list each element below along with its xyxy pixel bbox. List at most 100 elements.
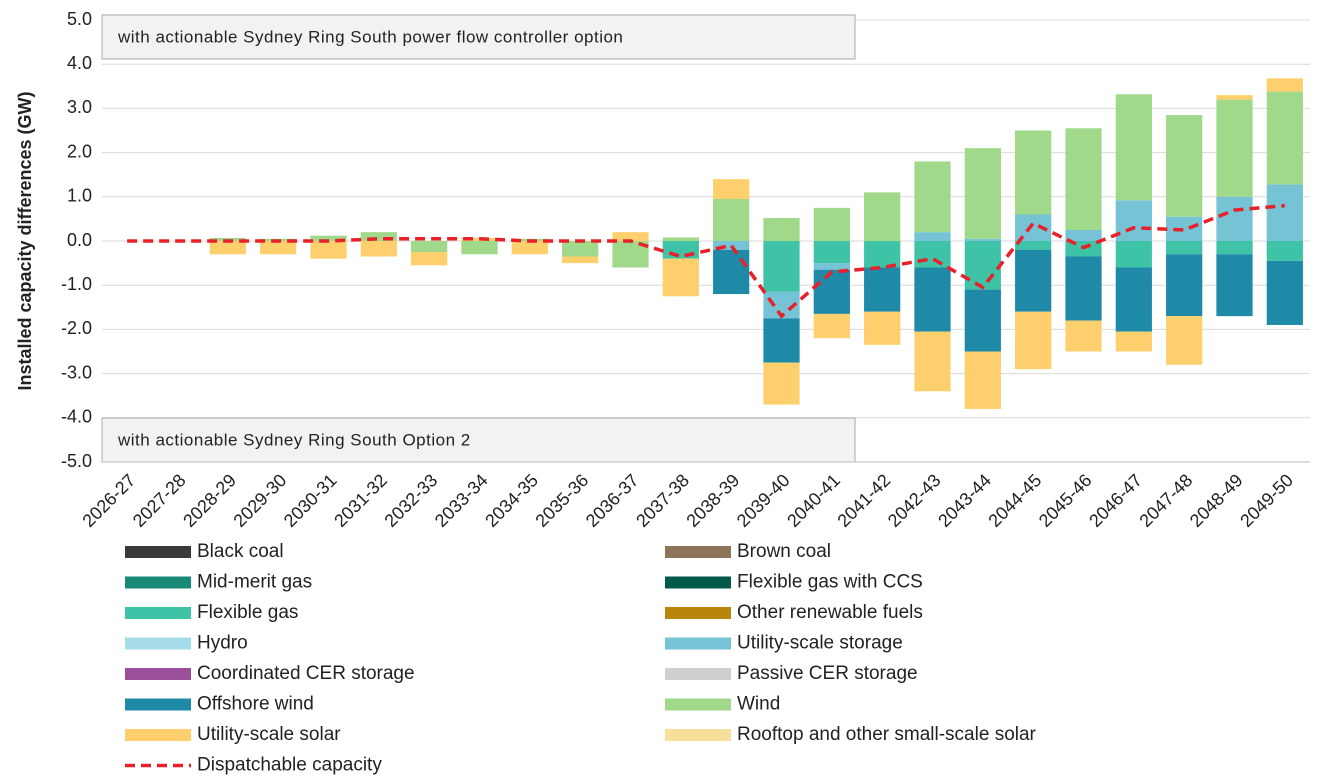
bar-segment — [864, 241, 901, 268]
bar-segment — [662, 258, 699, 297]
x-tick-label: 2034-35 — [481, 470, 542, 531]
bar-segment — [813, 241, 850, 264]
y-tick-label: 1.0 — [67, 186, 92, 206]
y-tick-label: 2.0 — [67, 141, 92, 161]
bar-segment — [713, 179, 750, 200]
legend-label: Utility-scale solar — [197, 724, 341, 745]
bar-segment — [461, 241, 498, 255]
x-tick-label: 2035-36 — [531, 470, 592, 531]
y-tick-label: 4.0 — [67, 53, 92, 73]
bar-segment — [1065, 320, 1102, 352]
y-axis-label: Installed capacity differences (GW) — [15, 91, 35, 390]
x-tick-label: 2040-41 — [783, 470, 844, 531]
legend-swatch — [665, 668, 731, 680]
legend-label: Coordinated CER storage — [197, 663, 415, 684]
x-tick-label: 2037-38 — [632, 470, 693, 531]
bar-segment — [1266, 241, 1303, 261]
x-tick-label: 2029-30 — [229, 470, 290, 531]
bar-segment — [964, 241, 1001, 290]
bar-segment — [1216, 99, 1253, 197]
y-tick-label: -4.0 — [61, 407, 92, 427]
legend-swatch — [665, 576, 731, 589]
annotation-box — [101, 14, 856, 60]
annotation: with actionable Sydney Ring South power … — [117, 27, 623, 46]
legend-swatch — [125, 546, 191, 558]
legend-label: Brown coal — [737, 541, 831, 562]
x-tick-label: 2028-29 — [179, 470, 240, 531]
legend-label: Utility-scale storage — [737, 633, 903, 654]
legend-label: Offshore wind — [197, 694, 314, 715]
legend-swatch — [125, 607, 191, 619]
bar-segment — [864, 192, 901, 241]
legend-label: Black coal — [197, 541, 284, 562]
x-tick-label: 2047-48 — [1135, 470, 1196, 531]
bar-segment — [562, 241, 599, 257]
bar-segment — [964, 238, 1001, 241]
y-tick-label: 0.0 — [67, 230, 92, 250]
x-tick-label: 2043-44 — [934, 470, 995, 531]
bar-segment — [864, 267, 901, 312]
x-tick-label: 2044-45 — [984, 470, 1045, 531]
bar-segment — [260, 241, 297, 255]
legend-swatch — [665, 698, 731, 711]
bar-segment — [1166, 216, 1203, 241]
dispatchable-line — [127, 203, 1285, 319]
annotation-box — [101, 417, 856, 463]
legend-label: Passive CER storage — [737, 663, 918, 684]
x-tick-label: 2033-34 — [431, 470, 492, 531]
x-tick-label: 2026-27 — [78, 470, 139, 531]
y-tick-label: -2.0 — [61, 318, 92, 338]
bar-segment — [1065, 128, 1102, 230]
bar-segment — [612, 232, 649, 241]
bar-segment — [1115, 241, 1152, 268]
bar-segment — [310, 241, 347, 259]
bar-segment — [1015, 311, 1052, 370]
bar-segment — [713, 241, 750, 250]
bar-segment — [511, 241, 548, 255]
x-tick-label: 2046-47 — [1085, 470, 1146, 531]
bar-segment — [1065, 229, 1102, 241]
bar-segment — [310, 235, 347, 241]
bar-segment — [713, 249, 750, 295]
y-tick-label: -3.0 — [61, 362, 92, 382]
x-tick-label: 2049-50 — [1236, 470, 1297, 531]
bar-segment — [964, 148, 1001, 239]
bar-segment — [1266, 78, 1303, 92]
bar-segment — [360, 232, 397, 241]
bar-segment — [763, 218, 800, 241]
bar-segment — [763, 318, 800, 363]
bar-segment — [914, 161, 951, 233]
x-tick-label: 2041-42 — [833, 470, 894, 531]
bar-segment — [1166, 316, 1203, 365]
x-tick-label: 2036-37 — [582, 470, 643, 531]
bar-segment — [662, 241, 699, 259]
x-tick-label: 2048-49 — [1186, 470, 1247, 531]
legend-swatch — [665, 729, 731, 741]
bar-segment — [763, 241, 800, 292]
y-tick-label: 3.0 — [67, 97, 92, 117]
legend-label: Dispatchable capacity — [197, 755, 382, 776]
annotation: with actionable Sydney Ring South Option… — [117, 430, 471, 449]
legend-swatch — [665, 607, 731, 619]
bar-segment — [1216, 241, 1253, 255]
bar-segment — [209, 241, 246, 255]
bar-segment — [1216, 254, 1253, 317]
bar-segment — [864, 311, 901, 345]
x-tick-label: 2030-31 — [280, 470, 341, 531]
x-tick-label: 2039-40 — [733, 470, 794, 531]
x-tick-label: 2038-39 — [682, 470, 743, 531]
bar-segment — [914, 331, 951, 392]
bar-segment — [1115, 94, 1152, 201]
y-tick-label: -5.0 — [61, 451, 92, 471]
bar-segment — [813, 269, 850, 314]
bar-segment — [1015, 241, 1052, 250]
bar-segment — [813, 207, 850, 241]
bar-segment — [1115, 331, 1152, 352]
legend-swatch — [125, 698, 191, 711]
bar-segment — [1015, 130, 1052, 215]
bar-segment — [1266, 184, 1303, 241]
bar-segment — [1216, 196, 1253, 241]
bar-segment — [662, 237, 699, 241]
x-tick-label: 2027-28 — [129, 470, 190, 531]
